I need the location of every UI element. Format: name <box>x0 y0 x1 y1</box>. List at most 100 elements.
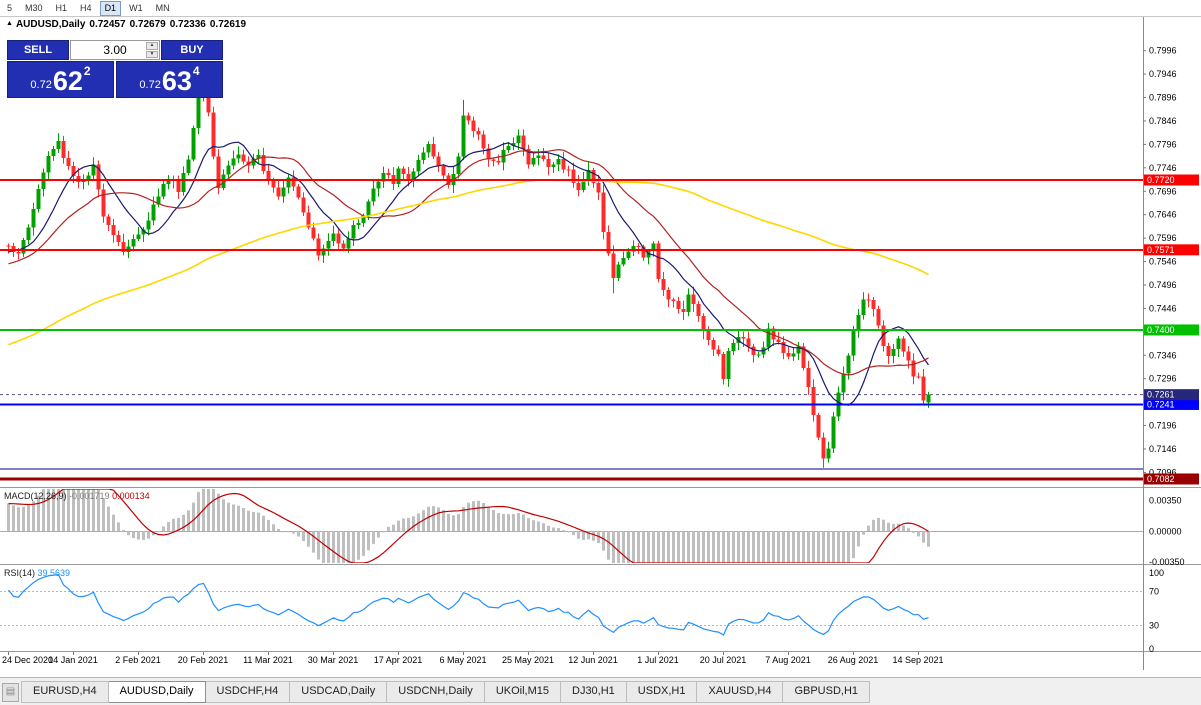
svg-text:0.7746: 0.7746 <box>1149 163 1177 173</box>
chart-tab[interactable]: DJ30,H1 <box>561 681 627 703</box>
svg-text:11 Mar 2021: 11 Mar 2021 <box>243 655 293 665</box>
svg-text:0.7241: 0.7241 <box>1147 399 1175 409</box>
svg-text:0.7996: 0.7996 <box>1149 46 1177 56</box>
volume-up-button[interactable]: ▲ <box>146 42 158 50</box>
chart-tab[interactable]: USDCAD,Daily <box>290 681 388 703</box>
chart-tab[interactable]: XAUUSD,H4 <box>697 681 784 703</box>
volume-spinner: ▲ ▼ <box>146 42 158 58</box>
volume-down-button[interactable]: ▼ <box>146 50 158 58</box>
info-symbol: AUDUSD,Daily <box>15 19 86 30</box>
svg-text:0.7720: 0.7720 <box>1147 175 1175 185</box>
svg-text:26 Aug 2021: 26 Aug 2021 <box>828 655 879 665</box>
svg-text:0.7546: 0.7546 <box>1149 257 1177 267</box>
price-badge: 0.7241 <box>1144 398 1199 410</box>
svg-text:2 Feb 2021: 2 Feb 2021 <box>115 655 161 665</box>
svg-text:17 Apr 2021: 17 Apr 2021 <box>374 655 423 665</box>
svg-text:0.00000: 0.00000 <box>1149 526 1182 536</box>
sell-price-big: 62 <box>52 66 83 96</box>
svg-text:0.7096: 0.7096 <box>1149 467 1177 477</box>
timeframe-button-M30[interactable]: M30 <box>25 2 43 13</box>
svg-text:7 Aug 2021: 7 Aug 2021 <box>765 655 811 665</box>
svg-text:0.7400: 0.7400 <box>1147 325 1175 335</box>
chart-tab[interactable]: USDX,H1 <box>626 681 698 703</box>
rsi-line <box>8 573 929 636</box>
info-high: 0.72679 <box>129 19 166 30</box>
chart-tab[interactable]: GBPUSD,H1 <box>783 681 871 703</box>
svg-text:0.7946: 0.7946 <box>1149 69 1177 79</box>
chart-tab[interactable]: EURUSD,H4 <box>21 681 109 703</box>
main-chart-canvas[interactable]: 0.7996 0.7946 0.7896 0.7846 0.7796 0.7746 0.76… <box>0 0 1201 677</box>
svg-text:1 Jul 2021: 1 Jul 2021 <box>637 655 679 665</box>
chart-tab[interactable]: USDCNH,Daily <box>387 681 485 703</box>
svg-text:-0.00350: -0.00350 <box>1149 557 1185 567</box>
one-click-trading-panel: SELL 3.00 ▲ ▼ BUY 0.72 62 2 0.72 63 4 <box>7 40 223 98</box>
buy-price-small: 0.72 <box>139 79 161 91</box>
timeframe-button-H4[interactable]: H4 <box>80 2 92 13</box>
timeframe-button-5[interactable]: 5 <box>7 2 13 13</box>
info-open: 0.72457 <box>89 19 126 30</box>
svg-text:6 May 2021: 6 May 2021 <box>439 655 486 665</box>
svg-text:30 Mar 2021: 30 Mar 2021 <box>308 655 359 665</box>
svg-text:24 Dec 2020: 24 Dec 2020 <box>2 655 53 665</box>
price-badge: 0.7720 <box>1144 174 1199 186</box>
svg-text:14 Sep 2021: 14 Sep 2021 <box>892 655 943 665</box>
svg-text:0.7261: 0.7261 <box>1147 390 1175 400</box>
moving-average-21 <box>8 148 929 376</box>
sell-price-sup: 2 <box>83 64 91 78</box>
volume-input[interactable]: 3.00 ▲ ▼ <box>70 40 160 60</box>
timeframe-toolbar: 5 M30 H1 H4 D1 W1 MN <box>0 0 1201 17</box>
sell-button[interactable]: SELL <box>7 40 69 60</box>
svg-text:70: 70 <box>1149 587 1159 597</box>
svg-text:0.7596: 0.7596 <box>1149 233 1177 243</box>
svg-text:0.7896: 0.7896 <box>1149 93 1177 103</box>
svg-text:20 Feb 2021: 20 Feb 2021 <box>178 655 229 665</box>
svg-text:0.7646: 0.7646 <box>1149 210 1177 220</box>
candlesticks <box>6 68 931 468</box>
sell-price-panel[interactable]: 0.72 62 2 <box>7 61 114 98</box>
rsi-label: RSI(14) 39.5639 <box>4 568 70 578</box>
timeframe-button-H1[interactable]: H1 <box>55 2 68 13</box>
macd-histogram <box>7 489 930 563</box>
info-low: 0.72336 <box>169 19 206 30</box>
svg-text:25 May 2021: 25 May 2021 <box>502 655 554 665</box>
svg-text:0.7796: 0.7796 <box>1149 139 1177 149</box>
svg-text:12 Jun 2021: 12 Jun 2021 <box>568 655 618 665</box>
price-badge: 0.7261 <box>1144 389 1199 401</box>
chart-tab[interactable]: USDCHF,H4 <box>205 681 291 703</box>
price-badge: 0.7571 <box>1144 244 1199 256</box>
info-close: 0.72619 <box>209 19 247 30</box>
svg-text:20 Jul 2021: 20 Jul 2021 <box>700 655 747 665</box>
svg-text:0.7196: 0.7196 <box>1149 421 1177 431</box>
chart-tab[interactable]: AUDUSD,Daily <box>108 681 206 703</box>
svg-text:100: 100 <box>1149 568 1164 578</box>
chart-tab[interactable]: UKOil,M15 <box>484 681 561 703</box>
svg-text:0: 0 <box>1149 644 1154 654</box>
buy-button[interactable]: BUY <box>161 40 223 60</box>
timeframe-button-MN[interactable]: MN <box>155 2 170 13</box>
svg-text:0.7446: 0.7446 <box>1149 303 1177 313</box>
timeframe-button-W1[interactable]: W1 <box>129 2 143 13</box>
chart-tabs-bar: ▤ EURUSD,H4 AUDUSD,Daily USDCHF,H4 USDCAD,D… <box>0 677 1201 705</box>
svg-text:0.7346: 0.7346 <box>1149 350 1177 360</box>
svg-text:0.7496: 0.7496 <box>1149 280 1177 290</box>
moving-average-100 <box>8 179 929 346</box>
price-badge: 0.7400 <box>1144 324 1199 336</box>
moving-average-10 <box>8 141 929 406</box>
svg-text:0.7696: 0.7696 <box>1149 186 1177 196</box>
volume-value: 3.00 <box>103 43 127 57</box>
sell-price-small: 0.72 <box>30 79 52 91</box>
price-badge: 0.7082 <box>1144 473 1199 485</box>
chart-list-icon[interactable]: ▤ <box>2 682 19 702</box>
svg-text:0.7846: 0.7846 <box>1149 116 1177 126</box>
buy-price-panel[interactable]: 0.72 63 4 <box>116 61 223 98</box>
chart-marker-icon: ▲ <box>6 20 13 27</box>
macd-signal-line <box>8 489 929 563</box>
svg-text:0.00350: 0.00350 <box>1149 495 1182 505</box>
timeframe-button-D1[interactable]: D1 <box>99 0 122 16</box>
svg-text:0.7571: 0.7571 <box>1147 245 1175 255</box>
macd-label: MACD(12,26,9) -0.001719 0.000134 <box>4 491 150 501</box>
buy-price-big: 63 <box>161 66 192 96</box>
svg-text:0.7296: 0.7296 <box>1149 374 1177 384</box>
